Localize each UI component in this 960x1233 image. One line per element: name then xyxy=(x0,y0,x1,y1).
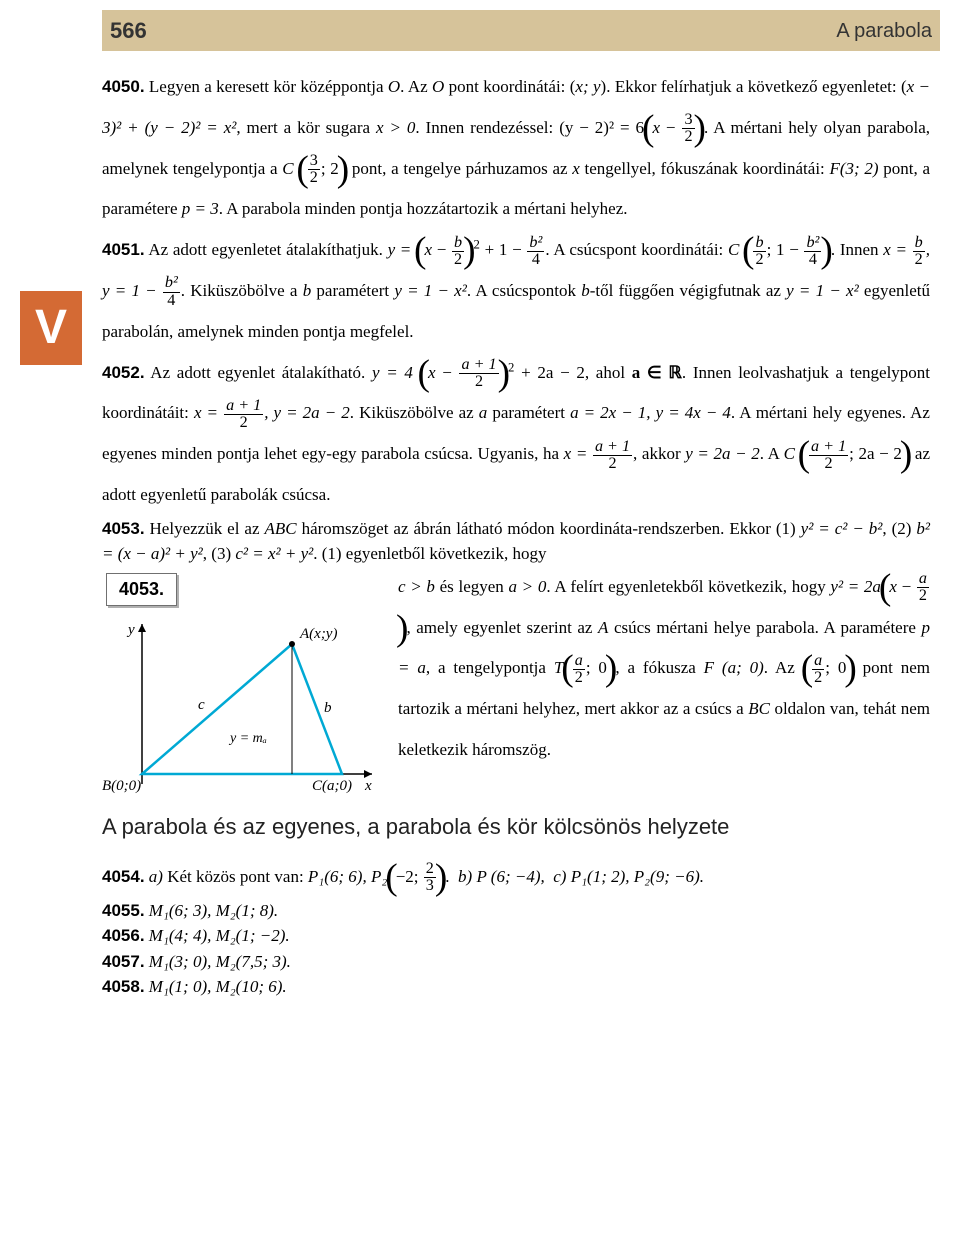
problem-number: 4050. xyxy=(102,77,145,96)
figure-svg: y x A(x;y) B(0;0) C(a;0) c b y = mₐ xyxy=(102,614,382,804)
problem-4053-intro: 4053. Helyezzük el az ABC háromszöget az… xyxy=(102,516,930,567)
problem-number: 4057. xyxy=(102,952,145,971)
figure-label: 4053. xyxy=(106,573,177,606)
page-header: 566 A parabola xyxy=(102,10,940,51)
problem-4050: 4050. Legyen a keresett kör középpontja … xyxy=(102,67,930,230)
problem-number: 4054. xyxy=(102,867,145,886)
section-heading: A parabola és az egyenes, a parabola és … xyxy=(102,810,930,843)
svg-text:b: b xyxy=(324,700,332,716)
problem-number: 4055. xyxy=(102,901,145,920)
figure-4053: 4053. y x A(x;y) B(0;0) C(a;0) c b y = m… xyxy=(102,573,382,804)
problem-number: 4051. xyxy=(102,240,145,259)
section-tab-v: V xyxy=(20,291,82,365)
svg-text:B(0;0): B(0;0) xyxy=(102,778,141,794)
svg-text:x: x xyxy=(364,778,372,794)
problem-number: 4052. xyxy=(102,363,145,382)
header-title: A parabola xyxy=(836,16,932,46)
svg-text:y: y xyxy=(126,622,135,638)
svg-text:A(x;y): A(x;y) xyxy=(299,626,337,642)
problem-number: 4056. xyxy=(102,926,145,945)
problem-4057: 4057. M₁(3; 0), M₂(7,5; 3). xyxy=(102,949,930,975)
problem-4055: 4055. M₁(6; 3), M₂(1; 8). xyxy=(102,898,930,924)
problem-number: 4053. xyxy=(102,519,145,538)
svg-text:c: c xyxy=(198,697,205,713)
problem-number: 4058. xyxy=(102,977,145,996)
page-content: V 4050. Legyen a keresett kör középpontj… xyxy=(102,67,930,1000)
problem-4051: 4051. Az adott egyenletet átalakíthatjuk… xyxy=(102,230,930,352)
problem-4052: 4052. Az adott egyenlet átalakítható. y … xyxy=(102,353,930,516)
problem-4058: 4058. M₁(1; 0), M₂(10; 6). xyxy=(102,974,930,1000)
svg-text:C(a;0): C(a;0) xyxy=(312,778,352,794)
problem-4054: 4054. a) Két közös pont van: P₁(6; 6), P… xyxy=(102,857,930,898)
page-number: 566 xyxy=(110,14,147,47)
problem-4056: 4056. M₁(4; 4), M₂(1; −2). xyxy=(102,923,930,949)
svg-text:y = mₐ: y = mₐ xyxy=(228,731,267,746)
